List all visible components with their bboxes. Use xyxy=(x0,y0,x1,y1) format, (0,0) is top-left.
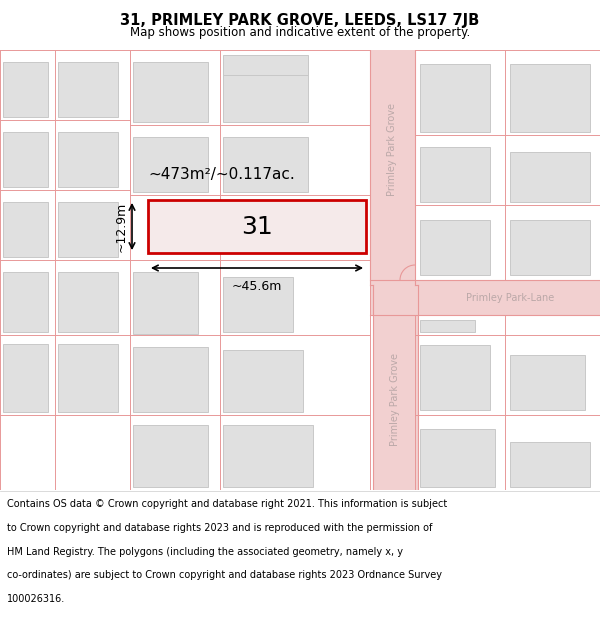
Bar xyxy=(58,132,118,187)
Bar xyxy=(420,429,495,487)
Bar xyxy=(510,152,590,202)
Bar xyxy=(3,202,48,257)
Bar xyxy=(133,425,208,487)
Bar xyxy=(58,272,118,332)
Bar xyxy=(3,344,48,412)
Bar xyxy=(3,272,48,332)
Bar xyxy=(133,347,208,412)
Bar xyxy=(133,272,198,334)
Bar xyxy=(58,62,118,117)
Text: co-ordinates) are subject to Crown copyright and database rights 2023 Ordnance S: co-ordinates) are subject to Crown copyr… xyxy=(7,571,442,581)
Text: Primley Park Grove: Primley Park Grove xyxy=(387,104,397,196)
Bar xyxy=(370,280,600,315)
Bar xyxy=(58,202,118,257)
Bar xyxy=(510,64,590,132)
Bar xyxy=(223,277,293,332)
Bar xyxy=(223,137,308,192)
Bar xyxy=(373,285,418,490)
Bar xyxy=(3,62,48,117)
Text: ~473m²/~0.117ac.: ~473m²/~0.117ac. xyxy=(148,167,295,182)
Bar xyxy=(133,137,208,192)
Bar xyxy=(3,132,48,187)
Text: Map shows position and indicative extent of the property.: Map shows position and indicative extent… xyxy=(130,26,470,39)
Text: 31: 31 xyxy=(241,214,273,239)
Bar xyxy=(58,344,118,412)
Text: ~12.9m: ~12.9m xyxy=(115,201,128,252)
Text: Contains OS data © Crown copyright and database right 2021. This information is : Contains OS data © Crown copyright and d… xyxy=(7,499,448,509)
Bar xyxy=(133,62,208,122)
Bar xyxy=(148,200,366,253)
Bar xyxy=(223,62,308,122)
Bar xyxy=(420,147,490,202)
Text: 100026316.: 100026316. xyxy=(7,594,65,604)
Bar xyxy=(420,345,490,410)
Bar xyxy=(510,355,585,410)
Text: ~45.6m: ~45.6m xyxy=(232,280,282,293)
Text: Primley Park-Lane: Primley Park-Lane xyxy=(466,293,554,303)
Bar xyxy=(510,220,590,275)
Bar xyxy=(420,220,490,275)
Text: HM Land Registry. The polygons (including the associated geometry, namely x, y: HM Land Registry. The polygons (includin… xyxy=(7,547,403,557)
Text: 31, PRIMLEY PARK GROVE, LEEDS, LS17 7JB: 31, PRIMLEY PARK GROVE, LEEDS, LS17 7JB xyxy=(121,12,479,28)
Bar xyxy=(420,64,490,132)
Text: Primley Park Grove: Primley Park Grove xyxy=(390,354,400,446)
Bar xyxy=(223,350,303,412)
Bar xyxy=(510,442,590,487)
Bar xyxy=(420,320,475,332)
Text: to Crown copyright and database rights 2023 and is reproduced with the permissio: to Crown copyright and database rights 2… xyxy=(7,523,433,533)
Bar xyxy=(370,50,415,285)
Bar xyxy=(223,55,308,75)
Bar xyxy=(223,425,313,487)
